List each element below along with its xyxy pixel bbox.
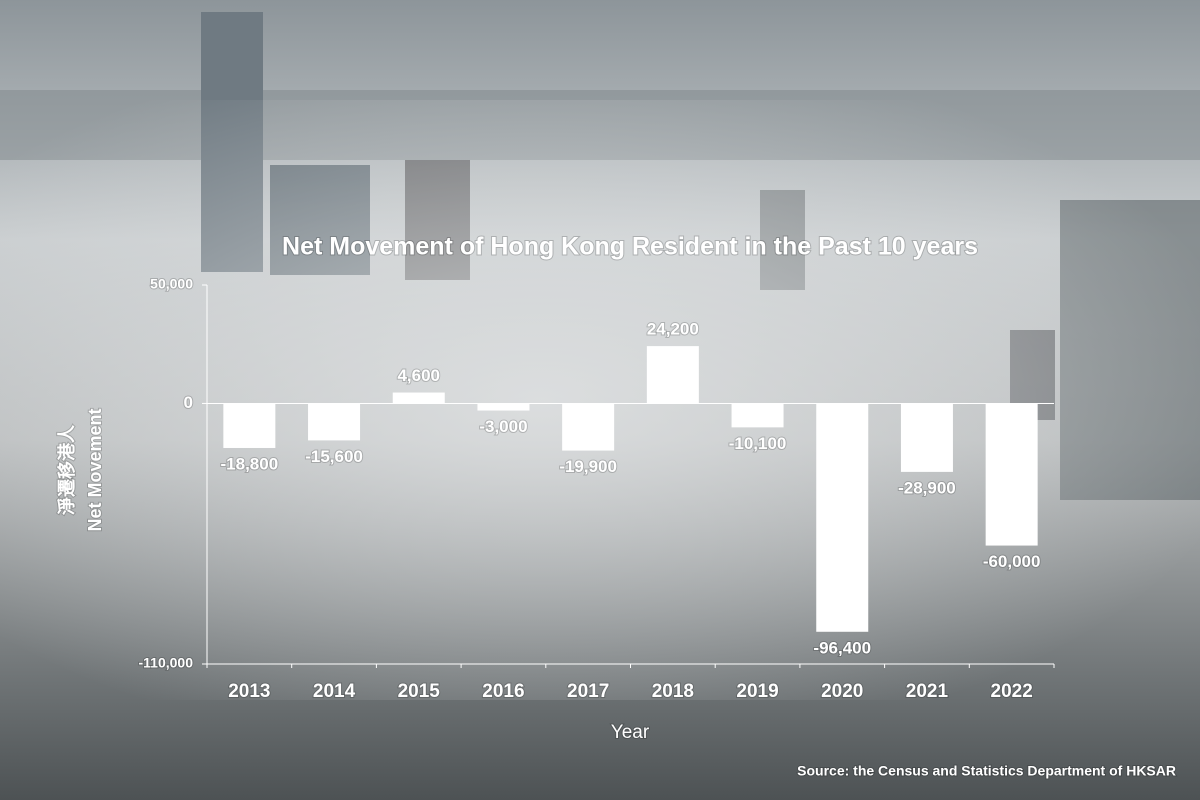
x-tick-label: 2019	[736, 681, 778, 702]
bar	[308, 403, 361, 441]
x-tick-label: 2018	[652, 681, 694, 702]
value-label: -10,100	[729, 434, 787, 453]
x-tick-label: 2022	[991, 681, 1033, 702]
bar	[646, 346, 699, 404]
x-tick-label: 2017	[567, 681, 609, 702]
x-tick-label: 2014	[313, 681, 356, 702]
source: Source: the Census and Statistics Depart…	[797, 763, 1176, 779]
value-label: 4,600	[397, 366, 440, 385]
value-label: -19,900	[559, 457, 617, 476]
bar	[816, 403, 869, 632]
y-tick-label: 0	[184, 393, 193, 412]
x-axis-label: Year	[611, 722, 650, 743]
bar	[731, 403, 784, 428]
bar	[900, 403, 953, 472]
bar	[477, 403, 530, 411]
bar	[985, 403, 1038, 546]
y-tick-label: 50,000	[150, 276, 193, 292]
x-tick-label: 2013	[228, 681, 270, 702]
value-label: -96,400	[813, 638, 871, 657]
value-label: -3,000	[479, 417, 527, 436]
x-tick-label: 2015	[398, 681, 441, 702]
value-label: -60,000	[983, 552, 1041, 571]
y-tick-label: -110,000	[139, 655, 194, 671]
value-label: 24,200	[647, 320, 699, 339]
x-tick-label: 2020	[821, 681, 863, 702]
chart-title: Net Movement of Hong Kong Resident in th…	[282, 233, 978, 261]
value-label: -15,600	[305, 447, 363, 466]
value-label: -18,800	[221, 454, 279, 473]
value-label: -28,900	[898, 478, 956, 497]
bar	[392, 392, 445, 404]
x-tick-label: 2016	[482, 681, 524, 702]
y-axis-label: 淨遷移港人	[56, 424, 77, 515]
y-axis-label: Net Movement	[85, 408, 105, 531]
x-tick-label: 2021	[906, 681, 949, 702]
bar	[562, 403, 615, 451]
bar	[223, 403, 276, 448]
